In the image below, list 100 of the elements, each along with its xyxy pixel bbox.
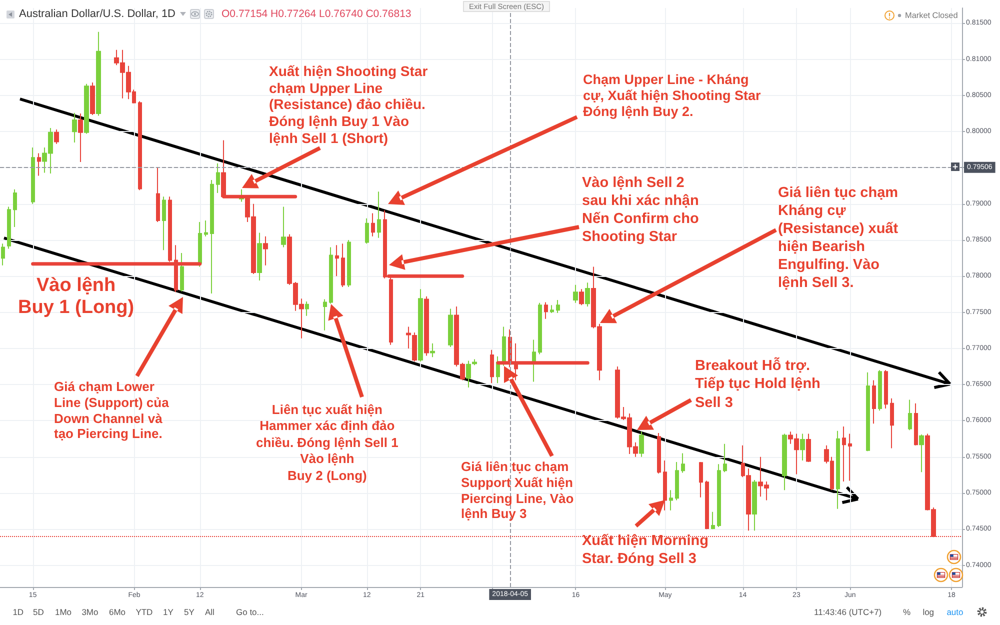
candlestick (878, 370, 882, 412)
text: 3Mo (82, 607, 98, 618)
candlestick (329, 246, 333, 304)
candlestick (1, 243, 5, 266)
candlestick (890, 398, 894, 449)
chart-subtitle: O0.77154 H0.77264 L0.76740 C0.76813 (222, 8, 412, 20)
text: YTD (136, 607, 153, 618)
candlestick (78, 113, 83, 162)
candlestick (305, 300, 309, 316)
candlestick (54, 128, 59, 144)
candlestick (884, 370, 888, 409)
text: 5D (33, 607, 44, 618)
candlestick (216, 162, 220, 194)
candlestick (866, 372, 870, 452)
candlestick (806, 433, 811, 462)
annotation: Vào lệnh Buy 1 (Long) (18, 275, 134, 319)
text: % (903, 607, 911, 618)
annotation: Giá liên tục chạm Kháng cự (Resistance) xuất hiện Bearish Engulfing. Vào lệnh Sell 3. (778, 184, 898, 292)
candlestick (341, 243, 345, 288)
text: auto (946, 607, 964, 618)
candlestick (198, 221, 202, 268)
candlestick (72, 112, 77, 143)
candlestick (711, 511, 715, 530)
candlestick (281, 206, 286, 248)
candlestick (573, 284, 578, 304)
candlestick (162, 196, 166, 251)
candlestick (550, 304, 554, 314)
candlestick (335, 244, 339, 277)
candlestick (412, 332, 417, 362)
candlestick (579, 288, 584, 306)
candlestick (424, 296, 429, 356)
text: 1Y (163, 607, 174, 618)
text: 6Mo (109, 607, 126, 618)
candlestick (13, 188, 17, 228)
candlestick (371, 212, 375, 237)
annotation: Vào lệnh Sell 2 sau khi xác nhận Nến Confirm cho Shooting Star (582, 174, 699, 246)
text: 1Mo (55, 607, 72, 618)
candlestick (406, 326, 411, 349)
annotation: Giá liên tục chạm Support Xuất hiện Piercing Line, Vào lệnh Buy 3 (461, 459, 574, 522)
candlestick (782, 433, 787, 491)
candlestick (365, 218, 369, 244)
candlestick (836, 430, 840, 510)
candlestick (723, 443, 727, 473)
annotation: Xuất hiện Shooting Star chạm Upper Line (Resistance) đảo chiều. Đóng lệnh Buy 1 Vào lệnh Sell 1 (Short) (269, 63, 428, 147)
candlestick (156, 167, 160, 222)
candlestick (699, 461, 703, 498)
annotation: Liên tục xuất hiện Hammer xác định đảo chiều. Đóng lệnh Sell 1 Vào lệnh Buy 2 (Long) (256, 402, 398, 484)
text: 5Y (184, 607, 194, 618)
candlestick (800, 433, 805, 461)
candlestick (90, 82, 95, 116)
candlestick (532, 339, 536, 382)
annotation: Giá chạm Lower Line (Support) của Down Channel và tạo Piercing Line. (54, 379, 169, 442)
candlestick (138, 100, 142, 191)
candlestick (263, 236, 268, 266)
candlestick (705, 480, 709, 530)
text: Go to... (236, 607, 264, 618)
candlestick (430, 342, 435, 358)
chart-title: Australian Dollar/U.S. Dollar, 1D (19, 8, 176, 20)
text: 11:43:46 (UTC+7) (814, 607, 882, 618)
text: log (922, 607, 934, 618)
candlestick (538, 302, 542, 355)
candlestick (848, 433, 852, 482)
candlestick (418, 288, 423, 362)
candlestick (669, 490, 673, 511)
candlestick (585, 282, 590, 308)
candlestick (31, 147, 35, 204)
candlestick (681, 452, 685, 474)
candlestick (502, 326, 506, 366)
candlestick (490, 349, 494, 384)
candlestick (872, 380, 876, 424)
text: All (205, 607, 214, 618)
candlestick (544, 302, 548, 320)
candlestick (37, 152, 41, 176)
annotation: Chạm Upper Line - Kháng cự, Xuất hiện Shooting Star Đóng lệnh Buy 2. (583, 72, 761, 120)
candlestick (472, 358, 477, 366)
candlestick (96, 31, 101, 116)
annotation: Market Closed (905, 10, 958, 20)
annotation: Breakout Hỗ trợ. Tiếp tục Hold lệnh Sell 3 (695, 357, 820, 412)
candlestick (842, 426, 846, 482)
candlestick (347, 240, 351, 288)
candlestick (908, 399, 912, 431)
candlestick (657, 432, 661, 474)
candlestick (717, 464, 721, 528)
candlestick (180, 252, 184, 292)
candlestick (257, 232, 262, 282)
candlestick (919, 434, 924, 473)
text: 1D (12, 607, 24, 618)
candlestick (466, 360, 471, 388)
candlestick (84, 83, 89, 134)
candlestick (675, 461, 679, 501)
candlestick (210, 180, 214, 294)
candlestick (752, 480, 757, 532)
candlestick (663, 460, 667, 511)
candlestick (448, 308, 453, 348)
candlestick (914, 402, 918, 446)
candlestick (639, 431, 644, 458)
candlestick (556, 300, 560, 314)
candlestick (7, 206, 11, 250)
candlestick (377, 191, 381, 238)
candlestick (204, 220, 208, 237)
